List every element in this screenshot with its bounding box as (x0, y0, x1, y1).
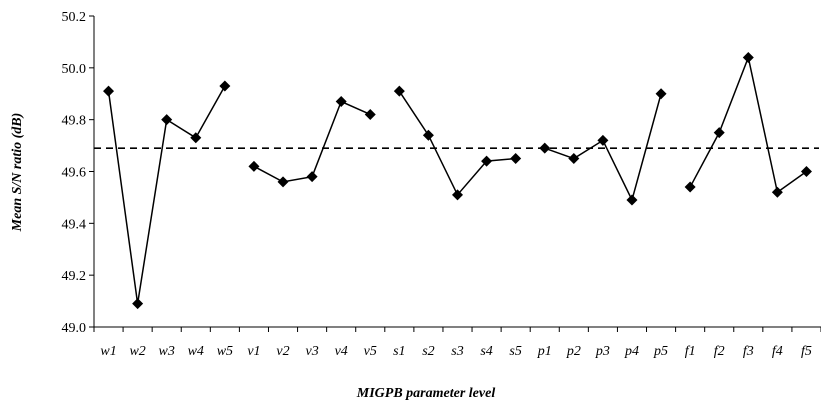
x-tick-label: s1 (393, 344, 405, 359)
x-tick-label: s3 (451, 344, 463, 359)
x-tick-label: v3 (305, 344, 318, 359)
data-point-w5 (219, 80, 231, 92)
axes (89, 15, 821, 332)
data-point-v3 (306, 171, 318, 183)
data-point-w2 (132, 298, 144, 310)
series-line-p (544, 93, 662, 203)
x-tick-label: s2 (422, 344, 434, 359)
y-tick-labels: 49.0 49.2 49.4 49.6 49.8 50.0 50.2 (62, 10, 87, 336)
data-point-p1 (539, 142, 551, 154)
series-group (103, 51, 812, 310)
x-tick-label: p2 (566, 344, 581, 359)
x-tick-label: w4 (188, 344, 204, 359)
data-point-s1 (393, 85, 405, 97)
data-point-v5 (364, 108, 376, 120)
x-tick-label: f1 (685, 344, 696, 359)
data-point-p2 (568, 153, 580, 165)
data-point-v2 (277, 176, 289, 188)
data-point-w3 (161, 114, 173, 126)
x-tick-label: f4 (772, 344, 783, 359)
series-line-f (689, 54, 807, 194)
x-axis-title: MIGPB parameter level (356, 386, 496, 401)
x-tick-label: f3 (743, 344, 754, 359)
data-point-f3 (742, 51, 754, 63)
series-line-s (398, 90, 516, 197)
data-point-p3 (597, 134, 609, 146)
x-tick-label: w2 (129, 344, 145, 359)
data-point-f2 (713, 127, 725, 139)
data-point-p5 (655, 88, 667, 100)
x-tick-label: v4 (335, 344, 348, 359)
x-tick-label: v2 (276, 344, 289, 359)
series-line-v (253, 100, 371, 183)
data-point-s5 (510, 153, 522, 165)
y-tick-label: 49.6 (62, 166, 87, 181)
data-point-s3 (452, 189, 463, 201)
data-point-v4 (335, 96, 347, 108)
x-tick-labels: w1 w2 w3 w4 w5 v1 v2 v3 v4 v5 s1 s2 s3 s4 s5 p1 p2 p3 p4 p5… (100, 344, 812, 359)
x-tick-label: v1 (247, 344, 260, 359)
x-tick-label: p3 (595, 344, 610, 359)
x-tick-label: w3 (159, 344, 175, 359)
y-tick-label: 50.2 (62, 10, 87, 25)
x-tick-label: v5 (364, 344, 377, 359)
data-point-s2 (422, 129, 434, 141)
y-tick-label: 49.0 (62, 321, 87, 336)
y-tick-label: 49.2 (62, 269, 87, 284)
data-point-f1 (684, 181, 696, 193)
x-tick-label: p1 (537, 344, 552, 359)
data-point-v1 (248, 160, 260, 172)
x-tick-label: p5 (653, 344, 668, 359)
data-point-f4 (771, 186, 783, 198)
y-axis-title: Mean S/N ratio (dB) (10, 113, 25, 233)
data-point-s4 (481, 155, 493, 167)
data-point-p4 (626, 194, 638, 206)
x-tick-label: s4 (480, 344, 492, 359)
x-tick-label: f2 (714, 344, 725, 359)
x-tick-label: p4 (624, 344, 639, 359)
data-point-w1 (103, 85, 115, 97)
x-tick-label: w1 (100, 344, 116, 359)
y-tick-label: 49.8 (62, 114, 87, 129)
x-tick-label: s5 (509, 344, 521, 359)
y-tick-label: 50.0 (62, 62, 87, 77)
x-tick-label: w5 (217, 344, 233, 359)
x-tick-label: f5 (801, 344, 812, 359)
data-point-f5 (800, 166, 812, 177)
data-point-w4 (190, 132, 202, 144)
y-tick-label: 49.4 (62, 217, 87, 232)
